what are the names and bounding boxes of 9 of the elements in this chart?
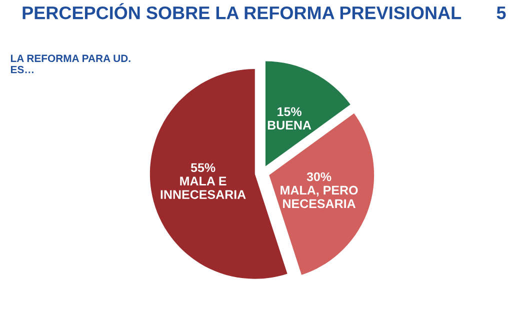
data-label: 30%: [306, 172, 332, 182]
data-label: 55%: [190, 163, 216, 172]
slice-label: MALA E INNECESARIA: [160, 176, 246, 199]
text: 5: [496, 6, 506, 20]
slice-label: BUENA: [268, 120, 312, 130]
chart-title: PERCEPCIÓN SOBRE LA REFORMA PREVISIONAL: [22, 3, 462, 20]
chart-subtitle: LA REFORMA PARA UD. ES…: [10, 54, 130, 74]
slice-label: MALA, PERO NECESARIA: [280, 186, 358, 208]
data-label: 15%: [278, 107, 302, 116]
